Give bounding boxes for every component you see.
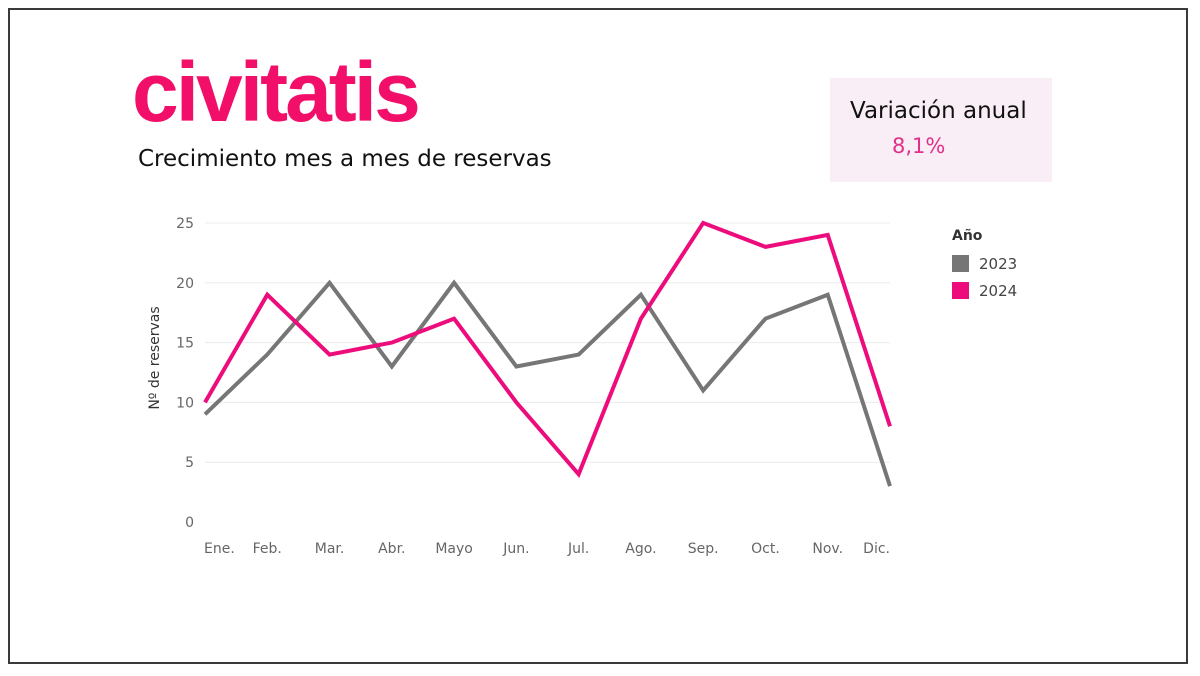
x-tick-label: Dic.	[863, 541, 890, 557]
legend-swatch-2023	[952, 255, 969, 272]
legend-title: Año	[952, 228, 983, 244]
x-axis-ticks: Ene. Feb. Mar. Abr. Mayo Jun. Jul. Ago. Sep. Oct.…	[204, 541, 890, 557]
y-tick-label: 20	[176, 276, 194, 292]
x-tick-label: Sep.	[688, 541, 719, 557]
x-tick-label: Ago.	[625, 541, 656, 557]
legend-item-2023[interactable]: 2023	[952, 250, 1017, 277]
y-tick-label: 25	[176, 216, 194, 232]
kpi-value: 8,1%	[892, 134, 946, 158]
series-line-2024[interactable]	[203, 220, 892, 478]
x-tick-label: Mayo	[435, 541, 473, 557]
legend-label-2024: 2024	[979, 281, 1018, 300]
x-tick-label: Abr.	[378, 541, 405, 557]
y-axis-label: Nº de reservas	[147, 306, 163, 409]
kpi-card: Variación anual 8,1%	[830, 78, 1052, 182]
x-tick-label: Mar.	[315, 541, 345, 557]
legend-swatch-2024	[952, 282, 969, 299]
x-tick-label: Jul.	[567, 541, 589, 557]
legend-item-2024[interactable]: 2024	[952, 277, 1017, 304]
chart-grid	[205, 222, 890, 463]
y-tick-label: 0	[185, 515, 194, 531]
x-tick-label: Jun.	[502, 541, 529, 557]
x-tick-label: Nov.	[812, 541, 843, 557]
x-tick-label: Oct.	[751, 541, 780, 557]
chart-subtitle: Crecimiento mes a mes de reservas	[138, 146, 552, 172]
x-tick-label: Ene.	[204, 541, 235, 557]
kpi-title: Variación anual	[850, 98, 1027, 124]
chart-series	[203, 220, 892, 487]
y-tick-label: 10	[176, 395, 194, 411]
y-axis-ticks: 0 5 10 15 20 25	[176, 216, 194, 531]
x-tick-label: Feb.	[253, 541, 282, 557]
legend: Año 2023 2024	[952, 228, 1017, 304]
civitatis-logo: civitatis	[132, 45, 421, 139]
series-line-2023[interactable]	[203, 279, 892, 487]
y-tick-label: 15	[176, 336, 194, 352]
legend-label-2023: 2023	[979, 254, 1018, 273]
y-tick-label: 5	[185, 455, 194, 471]
